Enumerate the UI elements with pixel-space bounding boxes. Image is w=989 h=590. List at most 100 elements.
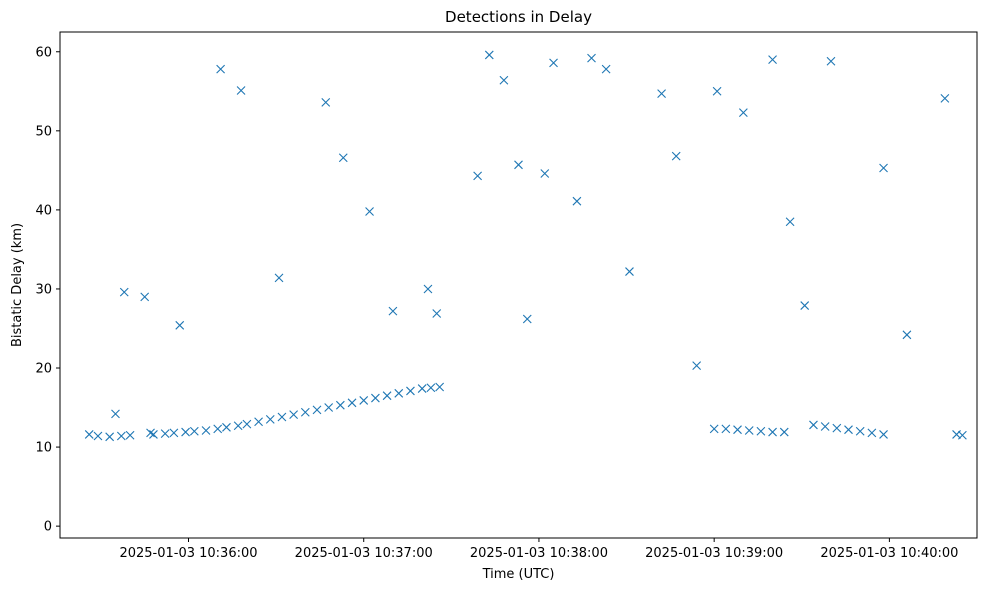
- data-point: [274, 273, 284, 283]
- chart-title: Detections in Delay: [445, 8, 592, 26]
- data-point: [785, 217, 795, 227]
- data-point: [105, 432, 115, 442]
- y-tick-label: 30: [35, 282, 52, 297]
- data-point: [423, 284, 433, 294]
- data-point: [809, 420, 818, 430]
- data-point: [432, 309, 442, 318]
- data-point: [601, 64, 611, 74]
- data-point: [338, 153, 348, 163]
- data-point: [347, 398, 357, 408]
- data-point: [388, 306, 398, 316]
- y-axis-label: Bistatic Delay (km): [10, 223, 25, 347]
- y-tick-label: 20: [35, 362, 52, 377]
- data-point: [265, 415, 275, 424]
- data-point: [175, 320, 185, 330]
- data-point: [254, 417, 263, 427]
- data-point: [744, 426, 754, 435]
- data-point: [222, 422, 231, 432]
- data-point: [201, 426, 211, 435]
- data-point: [119, 287, 129, 297]
- data-point: [514, 160, 523, 170]
- data-point: [940, 94, 950, 103]
- y-tick-label: 10: [35, 441, 52, 456]
- data-point: [371, 393, 380, 403]
- data-point: [93, 431, 103, 441]
- data-point: [958, 430, 967, 440]
- data-point: [712, 86, 722, 96]
- data-point: [277, 412, 287, 422]
- data-point: [768, 55, 777, 65]
- data-point: [867, 428, 877, 438]
- data-point: [800, 301, 810, 310]
- data-point: [324, 403, 334, 412]
- data-point: [435, 382, 445, 392]
- data-point: [365, 207, 374, 216]
- data-point: [189, 426, 199, 436]
- y-axis: 0 10 20 30 40 50 60: [35, 45, 60, 535]
- data-point: [394, 388, 404, 398]
- data-point: [549, 58, 558, 68]
- data-point: [417, 384, 427, 393]
- data-point: [756, 426, 766, 436]
- data-point: [146, 428, 155, 438]
- x-tick-label: 2025-01-03 10:39:00: [645, 546, 783, 561]
- x-tick-label: 2025-01-03 10:38:00: [470, 546, 608, 561]
- data-point: [572, 196, 582, 206]
- data-point: [149, 430, 158, 439]
- x-axis-label: Time (UTC): [482, 567, 555, 582]
- x-axis: 2025-01-03 10:36:00 2025-01-03 10:37:00 20…: [119, 538, 958, 561]
- data-point: [406, 386, 415, 396]
- data-point: [499, 75, 509, 85]
- data-point: [84, 430, 94, 439]
- data-point: [289, 410, 299, 420]
- y-tick-label: 60: [35, 45, 52, 60]
- data-points: [84, 50, 967, 442]
- y-tick-label: 0: [44, 520, 52, 535]
- data-point: [879, 163, 888, 173]
- data-point: [125, 430, 135, 440]
- data-point: [522, 314, 532, 324]
- x-tick-label: 2025-01-03 10:36:00: [119, 546, 257, 561]
- data-point: [768, 427, 777, 437]
- data-point: [657, 89, 666, 99]
- plot-area-frame: [59, 31, 978, 539]
- x-tick-label: 2025-01-03 10:40:00: [820, 546, 958, 561]
- data-point: [721, 424, 731, 434]
- data-point: [738, 108, 748, 118]
- data-point: [855, 426, 865, 436]
- data-point: [540, 169, 550, 178]
- data-point: [116, 431, 126, 441]
- y-tick-label: 40: [35, 203, 52, 218]
- data-point: [473, 171, 483, 181]
- data-point: [484, 50, 494, 60]
- data-point: [233, 421, 243, 431]
- data-point: [335, 400, 345, 410]
- data-point: [140, 292, 150, 302]
- data-point: [382, 391, 392, 401]
- data-point: [300, 407, 310, 417]
- data-point: [213, 424, 223, 434]
- data-point: [844, 425, 853, 435]
- y-tick-label: 50: [35, 124, 52, 139]
- data-point: [826, 56, 836, 66]
- data-point: [820, 422, 830, 431]
- data-point: [242, 419, 252, 429]
- data-point: [359, 396, 369, 405]
- data-point: [169, 428, 179, 438]
- data-point: [671, 151, 681, 161]
- data-point: [236, 86, 246, 95]
- x-tick-label: 2025-01-03 10:37:00: [295, 546, 433, 561]
- data-point: [160, 429, 170, 439]
- data-point: [733, 425, 742, 435]
- data-point: [312, 405, 322, 415]
- data-point: [879, 430, 888, 439]
- data-point: [902, 330, 912, 340]
- data-point: [779, 427, 789, 437]
- data-point: [625, 267, 634, 276]
- data-point: [181, 427, 190, 437]
- data-point: [832, 423, 842, 433]
- data-point: [111, 409, 120, 419]
- data-point: [709, 424, 719, 434]
- data-point: [216, 64, 226, 74]
